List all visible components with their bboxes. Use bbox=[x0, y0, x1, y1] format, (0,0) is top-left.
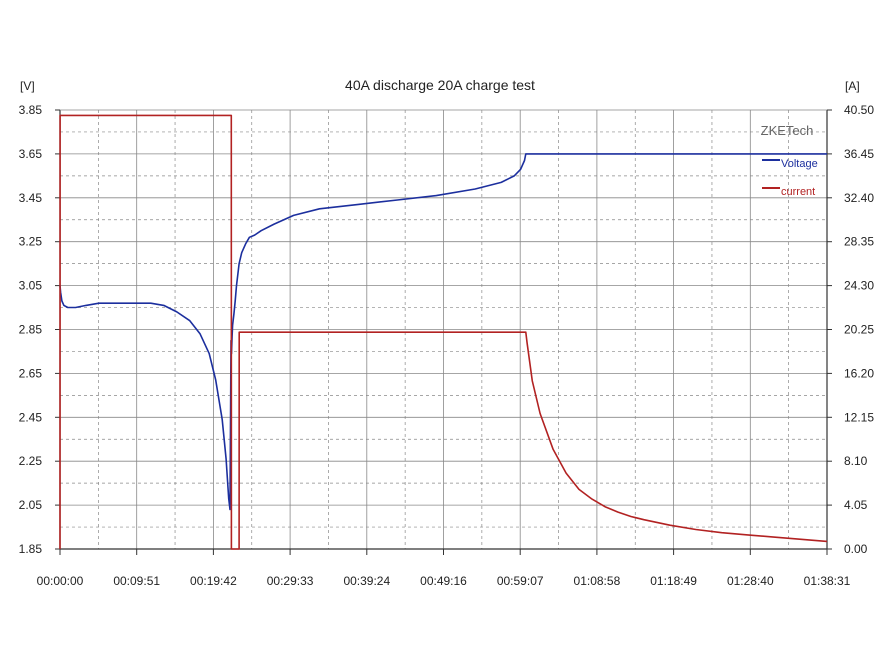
current-series-line bbox=[59, 114, 828, 550]
x-tick-label: 01:28:40 bbox=[727, 574, 774, 588]
x-tick-label: 01:38:31 bbox=[804, 574, 851, 588]
y-right-tick-label: 16.20 bbox=[844, 366, 874, 380]
y-left-tick-label: 2.05 bbox=[19, 498, 43, 512]
x-tick-label: 00:19:42 bbox=[190, 574, 237, 588]
y-right-tick-label: 36.45 bbox=[844, 147, 874, 161]
x-tick-label: 00:59:07 bbox=[497, 574, 544, 588]
y-right-tick-label: 32.40 bbox=[844, 191, 874, 205]
gridlines bbox=[60, 110, 827, 549]
x-tick-label: 00:29:33 bbox=[267, 574, 314, 588]
left-axis-unit: [V] bbox=[20, 79, 35, 93]
y-left-tick-label: 3.45 bbox=[19, 191, 43, 205]
y-right-tick-label: 0.00 bbox=[844, 542, 868, 556]
y-left-tick-label: 2.25 bbox=[19, 454, 43, 468]
legend-current-label: current bbox=[781, 186, 815, 198]
y-right-tick-label: 28.35 bbox=[844, 235, 874, 249]
y-left-tick-label: 2.65 bbox=[19, 366, 43, 380]
x-tick-label: 00:39:24 bbox=[343, 574, 390, 588]
y-left-tick-label: 3.25 bbox=[19, 235, 43, 249]
y-left-tick-label: 3.65 bbox=[19, 147, 43, 161]
y-left-tick-label: 2.85 bbox=[19, 323, 43, 337]
voltage-series-line bbox=[59, 153, 827, 511]
y-right-tick-label: 4.05 bbox=[844, 498, 868, 512]
tick-labels: 3.85 3.65 3.45 3.25 3.05 2.85 2.65 2.45 2.25 2.05… bbox=[19, 103, 875, 588]
legend-voltage-label: Voltage bbox=[781, 158, 818, 170]
watermark-text: ZKETech bbox=[761, 123, 814, 138]
right-axis-unit: [A] bbox=[845, 79, 860, 93]
y-left-tick-label: 2.45 bbox=[19, 410, 43, 424]
y-left-tick-label: 1.85 bbox=[19, 542, 43, 556]
x-tick-label: 00:00:00 bbox=[37, 574, 84, 588]
x-tick-label: 01:08:58 bbox=[574, 574, 621, 588]
series-lines bbox=[59, 114, 828, 550]
y-right-tick-label: 20.25 bbox=[844, 323, 874, 337]
y-left-tick-label: 3.05 bbox=[19, 279, 43, 293]
y-left-tick-label: 3.85 bbox=[19, 103, 43, 117]
legend: ZKETech Voltage current bbox=[761, 123, 818, 198]
y-right-tick-label: 24.30 bbox=[844, 279, 874, 293]
x-tick-label: 00:09:51 bbox=[113, 574, 160, 588]
x-tick-label: 01:18:49 bbox=[650, 574, 697, 588]
y-right-tick-label: 12.15 bbox=[844, 410, 874, 424]
chart-title: 40A discharge 20A charge test bbox=[345, 77, 535, 93]
y-right-tick-label: 40.50 bbox=[844, 103, 874, 117]
y-right-tick-label: 8.10 bbox=[844, 454, 868, 468]
x-tick-label: 00:49:16 bbox=[420, 574, 467, 588]
